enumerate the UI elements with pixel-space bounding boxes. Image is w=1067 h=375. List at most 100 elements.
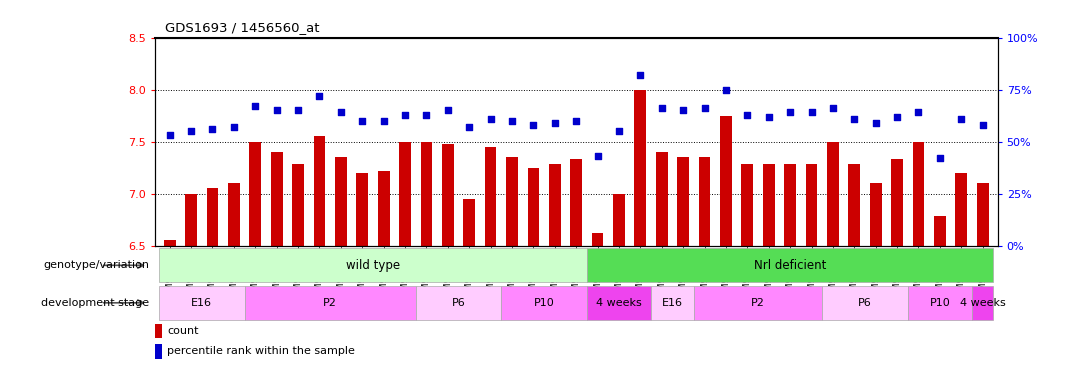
Point: [525, 122, 542, 128]
Point: [225, 124, 242, 130]
Point: [332, 110, 349, 116]
Text: P2: P2: [751, 298, 765, 308]
Point: [889, 114, 906, 120]
Bar: [742, 165, 753, 246]
Bar: [159, 248, 587, 282]
Point: [589, 153, 606, 159]
Bar: [763, 165, 775, 246]
Point: [504, 118, 521, 124]
Point: [204, 126, 221, 132]
Bar: [335, 157, 347, 246]
Point: [610, 128, 627, 134]
Bar: [635, 90, 647, 246]
Bar: [548, 165, 560, 246]
Bar: [155, 324, 162, 338]
Bar: [463, 199, 475, 246]
Bar: [592, 233, 604, 246]
Point: [717, 87, 734, 93]
Text: P2: P2: [323, 298, 337, 308]
Point: [268, 107, 285, 113]
Bar: [972, 286, 993, 320]
Bar: [870, 183, 881, 246]
Text: P6: P6: [451, 298, 465, 308]
Point: [568, 118, 585, 124]
Bar: [506, 157, 517, 246]
Point: [246, 103, 264, 109]
Point: [674, 107, 691, 113]
Point: [953, 116, 970, 122]
Bar: [720, 116, 732, 246]
Bar: [442, 144, 453, 246]
Bar: [827, 142, 839, 246]
Point: [461, 124, 478, 130]
Bar: [399, 142, 411, 246]
Point: [760, 114, 777, 120]
Bar: [250, 142, 261, 246]
Point: [782, 110, 799, 116]
Bar: [207, 188, 219, 246]
Text: E16: E16: [662, 298, 683, 308]
Text: GDS1693 / 1456560_at: GDS1693 / 1456560_at: [165, 21, 320, 34]
Point: [376, 118, 393, 124]
Bar: [656, 152, 668, 246]
Bar: [356, 173, 368, 246]
Point: [353, 118, 370, 124]
Point: [289, 107, 306, 113]
Text: percentile rank within the sample: percentile rank within the sample: [168, 346, 355, 356]
Point: [825, 105, 842, 111]
Bar: [501, 286, 587, 320]
Bar: [806, 165, 817, 246]
Bar: [244, 286, 416, 320]
Bar: [848, 165, 860, 246]
Bar: [378, 171, 389, 246]
Bar: [159, 286, 244, 320]
Text: E16: E16: [191, 298, 212, 308]
Bar: [416, 286, 501, 320]
Bar: [823, 286, 908, 320]
Point: [182, 128, 200, 134]
Bar: [292, 165, 304, 246]
Text: P10: P10: [929, 298, 951, 308]
Point: [846, 116, 863, 122]
Bar: [271, 152, 283, 246]
Text: P6: P6: [858, 298, 872, 308]
Text: genotype/variation: genotype/variation: [44, 260, 149, 270]
Point: [632, 72, 649, 78]
Point: [696, 105, 713, 111]
Text: 4 weeks: 4 weeks: [960, 298, 1005, 308]
Point: [440, 107, 457, 113]
Bar: [484, 147, 496, 246]
Text: wild type: wild type: [346, 259, 400, 272]
Bar: [934, 216, 945, 246]
Point: [397, 111, 414, 117]
Point: [910, 110, 927, 116]
Point: [653, 105, 670, 111]
Point: [546, 120, 563, 126]
Bar: [891, 159, 903, 246]
Bar: [587, 286, 651, 320]
Bar: [228, 183, 240, 246]
Bar: [570, 159, 583, 246]
Text: count: count: [168, 326, 198, 336]
Point: [803, 110, 821, 116]
Text: 4 weeks: 4 weeks: [596, 298, 642, 308]
Text: P10: P10: [534, 298, 555, 308]
Bar: [155, 344, 162, 358]
Text: Nrl deficient: Nrl deficient: [754, 259, 826, 272]
Bar: [976, 183, 988, 246]
Bar: [587, 248, 993, 282]
Bar: [186, 194, 197, 246]
Text: development stage: development stage: [42, 298, 149, 308]
Bar: [651, 286, 694, 320]
Point: [310, 93, 328, 99]
Bar: [784, 165, 796, 246]
Point: [931, 155, 949, 161]
Bar: [699, 157, 711, 246]
Point: [974, 122, 991, 128]
Bar: [164, 240, 176, 246]
Bar: [614, 194, 625, 246]
Bar: [908, 286, 972, 320]
Point: [161, 132, 178, 138]
Point: [867, 120, 885, 126]
Point: [418, 111, 435, 117]
